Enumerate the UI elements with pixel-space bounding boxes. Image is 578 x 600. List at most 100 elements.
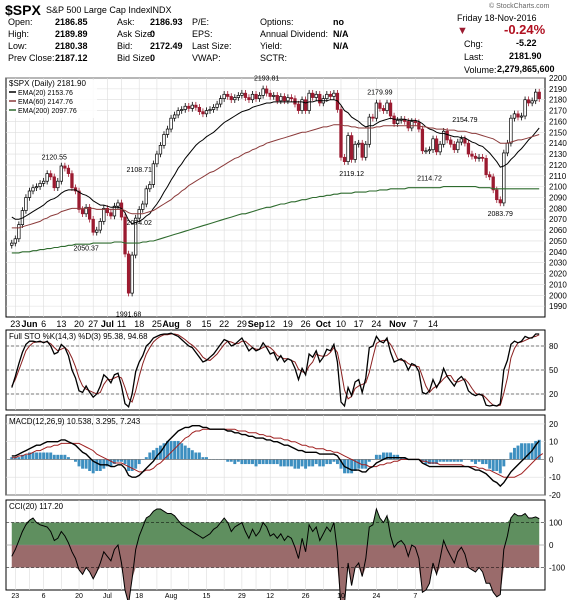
candle-body (158, 145, 163, 155)
y-tick-label: 2190 (549, 85, 567, 94)
candle-body (56, 180, 60, 189)
quote-label: Open: (8, 17, 33, 27)
candle-body (364, 143, 368, 158)
macd-histogram-bar (431, 459, 435, 465)
macd-histogram-bar (243, 459, 247, 465)
macd-histogram-bar (282, 459, 286, 467)
x-tick-label: 22 (219, 319, 229, 329)
macd-histogram-bar (293, 459, 297, 469)
price-annotation: 2119.12 (339, 171, 364, 178)
macd-histogram-bar (523, 443, 527, 460)
quote-value: N/A (333, 29, 349, 39)
candle-body (395, 120, 400, 124)
candle-body (63, 165, 67, 169)
price-annotation: 2083.79 (488, 211, 513, 218)
macd-histogram-bar (537, 439, 541, 460)
y-tick-label: 2060 (549, 226, 567, 235)
macd-histogram-bar (286, 459, 290, 467)
y-tick-label: -20 (549, 491, 561, 500)
macd-histogram-bar (45, 452, 49, 460)
candle-body (84, 206, 88, 215)
macd-histogram-bar (378, 454, 382, 460)
candle-body (378, 102, 382, 109)
candle-body (180, 109, 184, 111)
macd-histogram-bar (236, 459, 240, 462)
quote-label: P/E: (192, 17, 210, 27)
cci-x-tick-label: 18 (135, 593, 143, 600)
candle-body (243, 92, 248, 98)
cci-x-tick-label: 23 (11, 593, 19, 600)
candle-body (112, 205, 117, 217)
candle-body (303, 99, 308, 111)
x-tick-label: Oct (316, 319, 331, 329)
candle-body (190, 104, 194, 109)
candle-body (98, 221, 102, 231)
y-tick-label: 2140 (549, 139, 567, 148)
macd-histogram-bar (328, 459, 332, 465)
cci-x-tick-label: 7 (413, 593, 417, 600)
macd-histogram-bar (474, 459, 477, 465)
volume-value: 2,279,865,600 (497, 64, 555, 74)
change-percent: -0.24% (504, 22, 546, 37)
candle-body (73, 187, 78, 192)
candle-body (197, 106, 202, 113)
quote-label: Yield: (260, 41, 283, 51)
y-tick-label: 2040 (549, 248, 567, 257)
macd-histogram-bar (134, 459, 138, 469)
macd-histogram-bar (166, 440, 169, 460)
y-tick-label: 0 (549, 455, 554, 464)
candle-body (52, 176, 56, 189)
x-tick-label: 23 (10, 319, 20, 329)
macd-histogram-bar (233, 459, 237, 465)
price-annotation: 2154.79 (452, 117, 477, 124)
macd-histogram-bar (24, 454, 28, 460)
macd-histogram-bar (201, 457, 205, 460)
quote-date: Friday 18-Nov-2016 (457, 13, 537, 23)
macd-histogram-bar (452, 459, 456, 462)
macd-histogram-bar (190, 450, 194, 460)
macd-histogram-bar (420, 459, 424, 462)
candle-body (27, 190, 32, 198)
candle-body (102, 208, 106, 222)
macd-histogram-bar (59, 454, 63, 460)
y-tick-label: 2010 (549, 280, 567, 289)
macd-histogram-bar (279, 459, 283, 467)
candle-body (250, 93, 255, 101)
candle-body (10, 242, 14, 246)
x-tick-label: 26 (301, 319, 311, 329)
x-tick-label: Aug (162, 319, 180, 329)
macd-histogram-bar (247, 459, 251, 465)
macd-histogram-bar (385, 452, 389, 460)
last-label: Last: (464, 52, 484, 62)
candle-body (459, 138, 463, 143)
candle-body (463, 138, 467, 144)
y-tick-label: 80 (549, 342, 558, 351)
legend-entry: EMA(60) 2147.76 (18, 99, 73, 106)
y-tick-label: 1990 (549, 302, 567, 311)
candle-body (141, 203, 145, 210)
macd-histogram-bar (275, 459, 279, 465)
macd-histogram-bar (88, 459, 92, 471)
candle-body (66, 167, 71, 174)
macd-histogram-bar (459, 459, 463, 462)
candle-body (126, 253, 131, 294)
x-tick-label: 6 (41, 319, 46, 329)
exchange-label: INDX (150, 5, 172, 15)
x-tick-label: 14 (428, 319, 438, 329)
quote-label: Ask Size: (117, 29, 155, 39)
candle-body (282, 96, 286, 102)
candle-body (300, 99, 304, 111)
price-annotation: 2108.71 (127, 167, 152, 174)
candle-body (169, 117, 173, 130)
macd-histogram-bar (527, 443, 531, 460)
candle-body (155, 153, 159, 165)
price-panel-title: $SPX (Daily) 2181.90 (9, 79, 86, 88)
candle-body (41, 180, 46, 184)
candle-body (466, 142, 471, 155)
y-tick-label: 2000 (549, 291, 567, 300)
macd-histogram-bar (268, 459, 272, 465)
macd-histogram-bar (477, 459, 481, 462)
macd-histogram-bar (251, 459, 254, 465)
candle-body (410, 121, 414, 129)
price-annotation: 2074.02 (127, 220, 152, 227)
